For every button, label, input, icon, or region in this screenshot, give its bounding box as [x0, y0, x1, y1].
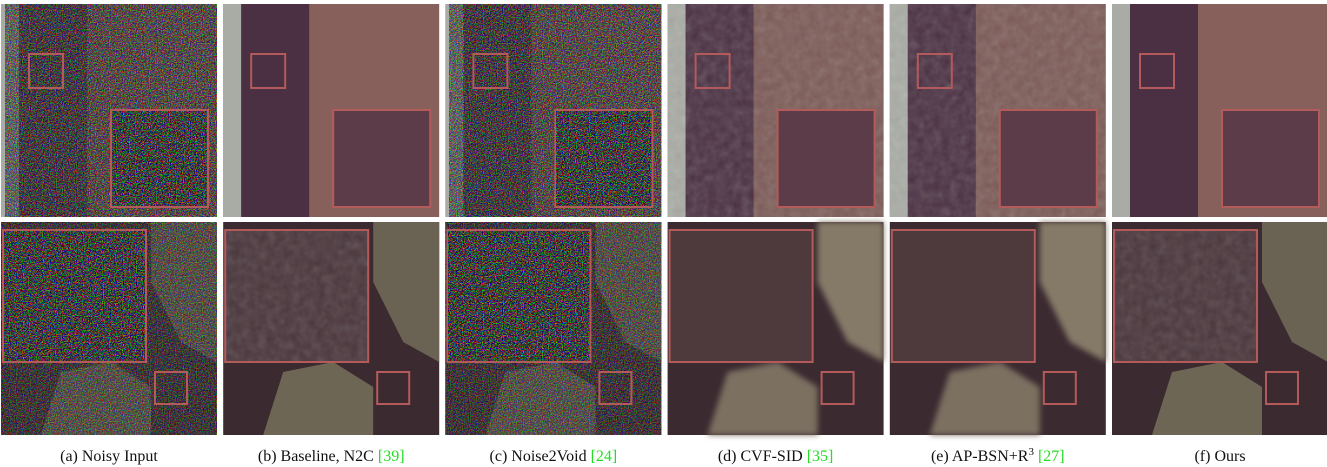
image-bottom — [1112, 222, 1327, 435]
image-top — [223, 4, 439, 217]
image-bottom — [668, 222, 884, 435]
caption: (e) AP-BSN+R3 [27] — [931, 446, 1065, 465]
caption: (a) Noisy Input — [60, 448, 158, 465]
stripe — [223, 4, 241, 217]
panel: (a) Noisy Input — [1, 4, 217, 465]
panel: (d) CVF-SID[35] — [668, 4, 884, 465]
inset-noise — [556, 111, 651, 206]
inset — [333, 110, 430, 207]
inset — [1000, 110, 1097, 207]
inset — [670, 230, 813, 362]
inset-noise — [4, 231, 145, 361]
inset-texture — [1115, 231, 1256, 361]
panel: (e) AP-BSN+R3 [27] — [890, 4, 1106, 465]
citation: [27] — [1038, 448, 1065, 465]
inset — [778, 110, 875, 207]
image-top — [668, 4, 884, 217]
figure: (a) Noisy Input (b) Baseline, N2C[39] (c) … — [0, 0, 1327, 467]
citation: [35] — [807, 448, 834, 465]
caption-text: (a) Noisy Input — [60, 448, 158, 465]
caption-text: (e) AP-BSN+R — [931, 448, 1029, 465]
caption-text: (b) Baseline, N2C — [258, 448, 374, 465]
citation: [24] — [591, 448, 618, 465]
caption: (b) Baseline, N2C[39] — [258, 448, 405, 465]
superscript: 3 — [1028, 446, 1034, 458]
dark-band — [241, 4, 309, 217]
caption: (c) Noise2Void[24] — [490, 448, 618, 465]
image-top — [1112, 4, 1327, 217]
caption-text: (d) CVF-SID — [718, 448, 803, 465]
inset-texture — [226, 231, 367, 361]
inset-noise — [112, 111, 207, 206]
image-bottom — [1, 222, 217, 435]
caption-text: (c) Noise2Void — [490, 448, 587, 465]
panel: (b) Baseline, N2C[39] — [223, 4, 439, 465]
inset — [1222, 110, 1319, 207]
image-bottom — [223, 222, 439, 435]
image-top — [890, 4, 1106, 217]
panel: (c) Noise2Void[24] — [445, 4, 661, 465]
dark-band — [1130, 4, 1198, 217]
stripe — [1112, 4, 1130, 217]
caption: (d) CVF-SID[35] — [718, 448, 834, 465]
caption-text: (f) Ours — [1194, 448, 1245, 465]
panel: (f) Ours — [1112, 4, 1327, 465]
image-top — [445, 4, 661, 217]
caption: (f) Ours — [1194, 448, 1245, 465]
image-bottom — [890, 222, 1106, 435]
citation: [39] — [378, 448, 405, 465]
image-bottom — [445, 222, 661, 435]
inset-noise — [448, 231, 589, 361]
image-top — [1, 4, 217, 217]
inset — [892, 230, 1035, 362]
